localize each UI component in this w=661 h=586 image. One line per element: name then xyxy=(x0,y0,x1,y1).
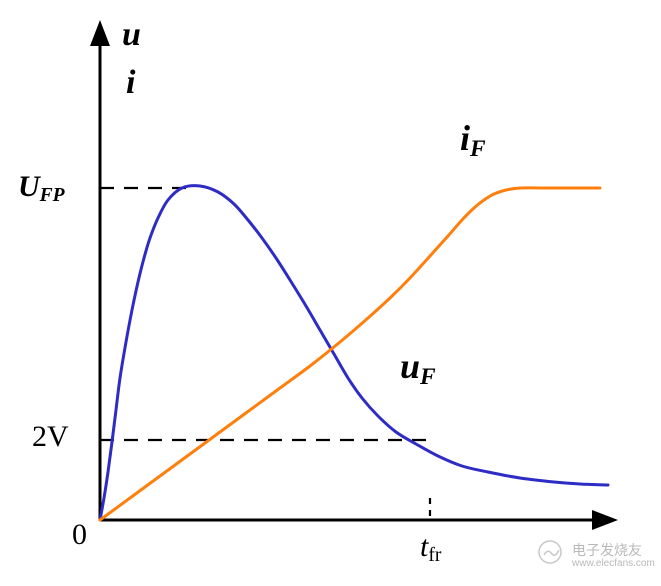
watermark-brand: 电子发烧友 xyxy=(572,540,642,560)
watermark-logo-icon xyxy=(539,541,561,563)
iF-curve-label: iF xyxy=(460,120,486,156)
watermark-url: www.elecfans.com xyxy=(572,558,655,569)
tfr-tick-label: tfr xyxy=(420,532,441,562)
two-volt-tick-label: 2V xyxy=(32,422,69,452)
iF-curve xyxy=(100,188,600,520)
y-axis-label-u: u xyxy=(122,18,141,52)
origin-label: 0 xyxy=(72,520,87,550)
x-axis-arrowhead xyxy=(592,510,618,530)
uF-main: u xyxy=(400,346,420,386)
chart-canvas: u i 0 UFP 2V iF uF tfr 电子发烧友 www.elecfan… xyxy=(0,0,661,586)
tfr-sub: fr xyxy=(428,545,441,566)
y-axis-label-i: i xyxy=(126,66,135,100)
iF-sub: F xyxy=(470,136,486,162)
ufp-main: U xyxy=(18,170,40,203)
ufp-tick-label: UFP xyxy=(18,172,65,202)
uF-curve xyxy=(100,186,608,520)
iF-main: i xyxy=(460,118,470,158)
ufp-sub: FP xyxy=(40,185,65,206)
uF-sub: F xyxy=(420,364,436,390)
uF-curve-label: uF xyxy=(400,348,436,384)
y-axis-arrowhead xyxy=(90,20,110,46)
chart-svg xyxy=(0,0,661,586)
